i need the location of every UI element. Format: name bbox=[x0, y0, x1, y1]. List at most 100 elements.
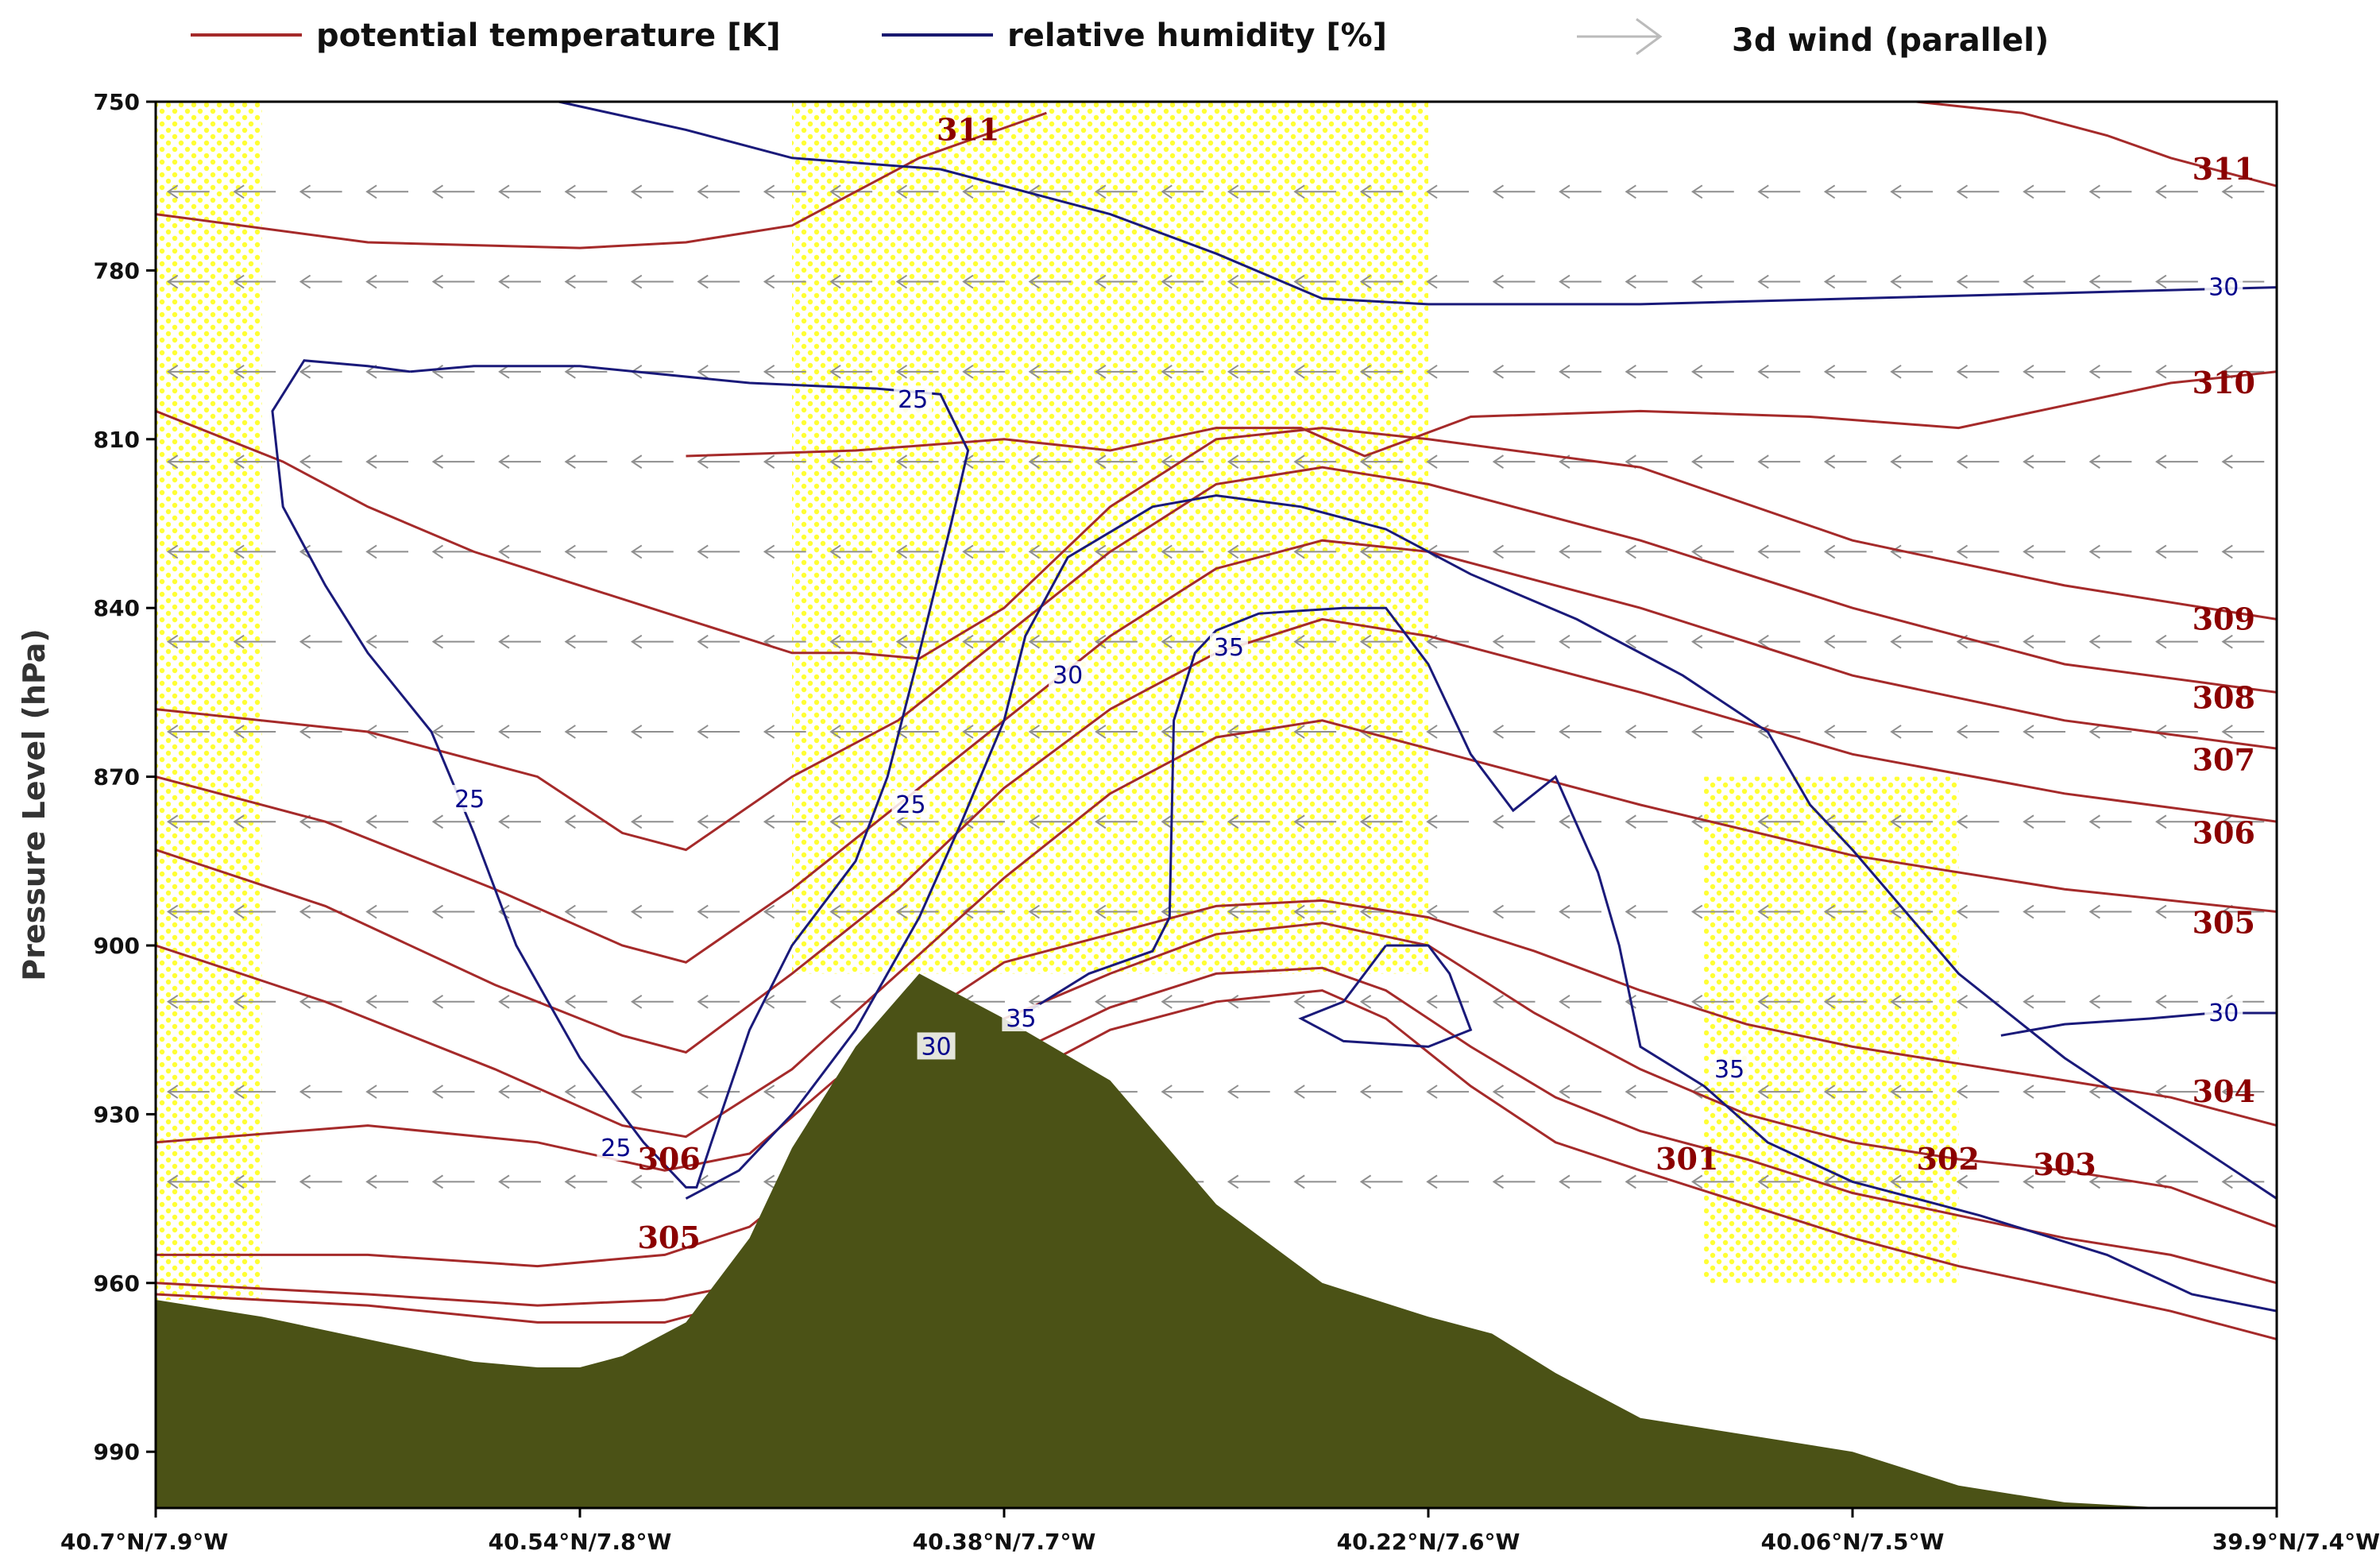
wind-arrow bbox=[962, 365, 1005, 379]
y-axis-title: Pressure Level (hPa) bbox=[17, 628, 52, 980]
wind-arrow bbox=[1161, 634, 1204, 649]
wind-arrow bbox=[564, 904, 608, 919]
wind-arrow bbox=[1359, 814, 1403, 829]
wind-arrow bbox=[1426, 1085, 1470, 1099]
wind-arrow bbox=[1359, 274, 1403, 289]
rh-label-bg bbox=[2204, 273, 2243, 300]
wind-arrow bbox=[630, 994, 674, 1009]
wind-arrow bbox=[233, 1174, 276, 1189]
theta-label-305: 305 bbox=[637, 1220, 700, 1255]
plot-area: 3113113103093083073063053043033023013063… bbox=[156, 102, 2277, 1508]
wind-arrow bbox=[1095, 365, 1138, 379]
wind-arrow bbox=[166, 994, 210, 1009]
wind-arrow bbox=[1227, 1085, 1270, 1099]
rh-contour-30 bbox=[558, 102, 2277, 306]
y-tick-label: 780 bbox=[94, 257, 140, 284]
wind-arrow bbox=[1757, 544, 1801, 559]
wind-arrow bbox=[1823, 454, 1867, 469]
theta-label-308: 308 bbox=[2193, 679, 2255, 715]
wind-arrow bbox=[431, 904, 475, 919]
wind-arrow bbox=[1227, 274, 1270, 289]
wind-arrow bbox=[1227, 904, 1270, 919]
wind-arrow bbox=[1293, 274, 1337, 289]
wind-arrow bbox=[166, 184, 210, 199]
wind-arrow bbox=[1426, 904, 1470, 919]
rh-label-bg bbox=[1049, 661, 1088, 689]
wind-arrow bbox=[233, 184, 276, 199]
rh-label-25: 25 bbox=[895, 791, 925, 819]
wind-arrow bbox=[1625, 814, 1668, 829]
wind-arrow bbox=[365, 994, 409, 1009]
wind-arrow bbox=[2023, 725, 2065, 739]
wind-arrow bbox=[1823, 365, 1867, 379]
wind-arrow bbox=[365, 634, 409, 649]
wind-arrow bbox=[564, 544, 608, 559]
wind-arrow bbox=[1426, 994, 1470, 1009]
wind-arrow bbox=[763, 814, 806, 829]
rh-label-bg bbox=[894, 385, 933, 413]
y-tick-label: 960 bbox=[94, 1270, 140, 1297]
wind-arrow bbox=[1161, 1085, 1204, 1099]
wind-arrow bbox=[1757, 1085, 1801, 1099]
wind-arrow bbox=[630, 904, 674, 919]
wind-arrow bbox=[1956, 454, 1999, 469]
wind-arrow bbox=[2221, 1174, 2265, 1189]
wind-arrow bbox=[1823, 725, 1867, 739]
wind-arrow bbox=[1890, 544, 1934, 559]
wind-arrow bbox=[1956, 184, 1999, 199]
wind-arrow bbox=[2155, 814, 2198, 829]
wind-arrow bbox=[431, 634, 475, 649]
wind-arrow bbox=[1625, 634, 1668, 649]
wind-arrow bbox=[1625, 1085, 1668, 1099]
wind-arrow bbox=[498, 814, 541, 829]
wind-arrow bbox=[962, 725, 1005, 739]
wind-arrow bbox=[1293, 184, 1337, 199]
wind-arrow bbox=[829, 184, 873, 199]
wind-arrow bbox=[697, 904, 740, 919]
wind-arrow bbox=[2023, 184, 2065, 199]
wind-arrow bbox=[1890, 454, 1934, 469]
wind-arrow bbox=[1823, 634, 1867, 649]
wind-arrow bbox=[2088, 365, 2132, 379]
wind-arrow bbox=[1823, 274, 1867, 289]
wind-arrow bbox=[166, 365, 210, 379]
wind-arrow bbox=[1625, 274, 1668, 289]
y-tick-label: 900 bbox=[94, 933, 140, 959]
y-tick-label: 930 bbox=[94, 1101, 140, 1127]
wind-arrow bbox=[1956, 544, 1999, 559]
wind-arrow bbox=[431, 1085, 475, 1099]
wind-arrow bbox=[697, 725, 740, 739]
y-tick-label: 840 bbox=[94, 595, 140, 621]
rh-contour-35 bbox=[1024, 606, 2277, 1313]
wind-arrow bbox=[299, 365, 342, 379]
wind-arrow bbox=[233, 904, 276, 919]
x-tick-label: 40.7°N/7.9°W bbox=[60, 1529, 228, 1555]
rh-label-35: 35 bbox=[1006, 1005, 1036, 1033]
wind-arrow bbox=[2155, 994, 2198, 1009]
wind-arrow bbox=[1956, 904, 1999, 919]
wind-arrow bbox=[1426, 814, 1470, 829]
wind-arrow bbox=[564, 994, 608, 1009]
wind-arrow bbox=[1426, 454, 1470, 469]
rh-label-25: 25 bbox=[454, 786, 485, 814]
wind-arrow bbox=[1492, 904, 1536, 919]
wind-arrow bbox=[1690, 454, 1734, 469]
wind-arrow bbox=[1757, 634, 1801, 649]
wind-arrow bbox=[1690, 634, 1734, 649]
wind-arrow bbox=[1625, 725, 1668, 739]
wind-arrow bbox=[1492, 544, 1536, 559]
theta-label-311: 311 bbox=[2193, 151, 2255, 187]
wind-arrow bbox=[697, 544, 740, 559]
wind-arrow bbox=[498, 725, 541, 739]
wind-arrow bbox=[1227, 184, 1270, 199]
theta-contour-305 bbox=[156, 719, 2277, 1139]
wind-arrow bbox=[1956, 274, 1999, 289]
wind-arrow bbox=[1426, 274, 1470, 289]
terrain bbox=[156, 973, 2277, 1508]
rh-label-bg bbox=[917, 1032, 956, 1060]
wind-arrow bbox=[630, 184, 674, 199]
wind-arrow bbox=[564, 365, 608, 379]
wind-arrow bbox=[233, 994, 276, 1009]
legend: potential temperature [K] relative humid… bbox=[191, 17, 2049, 59]
